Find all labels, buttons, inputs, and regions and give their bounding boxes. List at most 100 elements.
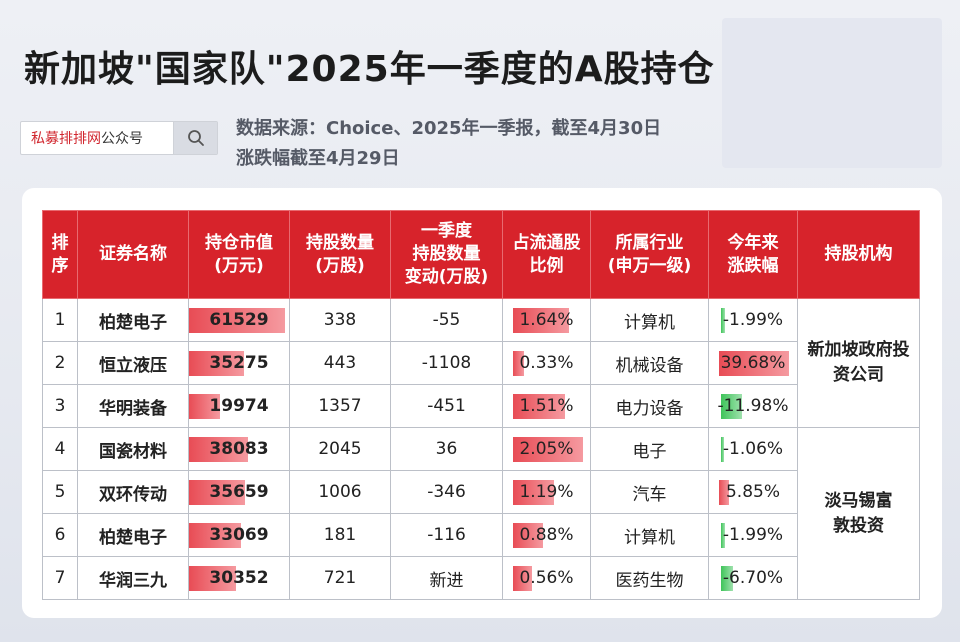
table-card: 排序 证券名称 持仓市值 (万元) 持股数量 (万股) 一季度 持股数量 变动(万股) …: [22, 188, 942, 618]
value-cell: 35275: [188, 341, 290, 385]
ytd-bar: [721, 437, 724, 462]
value-bar: [189, 308, 285, 333]
ratio-cell: 1.51%: [502, 384, 591, 428]
name-cell: 柏楚电子: [77, 513, 189, 557]
ytd-label: -11.98%: [717, 396, 789, 416]
value-label: 19974: [209, 396, 269, 416]
ratio-label: 0.56%: [519, 568, 574, 588]
value-cell: 35659: [188, 470, 290, 514]
change-cell: 36: [390, 427, 503, 471]
header-inst: 持股机构: [797, 210, 920, 299]
holdings-table: 排序 证券名称 持仓市值 (万元) 持股数量 (万股) 一季度 持股数量 变动(万股) …: [42, 210, 920, 600]
header-name: 证券名称: [77, 210, 189, 299]
ytd-bar: [719, 480, 730, 505]
ytd-label: -1.99%: [722, 525, 784, 545]
industry-cell: 电力设备: [590, 384, 709, 428]
ytd-cell: -1.06%: [708, 427, 798, 471]
rank-cell: 5: [42, 470, 78, 514]
ytd-label: -1.06%: [722, 439, 784, 459]
change-cell: -55: [390, 298, 503, 342]
shares-cell: 443: [289, 341, 391, 385]
ytd-cell: -6.70%: [708, 556, 798, 600]
rank-cell: 3: [42, 384, 78, 428]
change-cell: -1108: [390, 341, 503, 385]
ytd-label: 39.68%: [720, 353, 786, 373]
ratio-bar: [513, 351, 525, 376]
table-row: 1 柏楚电子 61529 338 -55 1.64% 计算机 -1.99% 新加坡政府投 资公司: [42, 298, 920, 428]
change-cell: -116: [390, 513, 503, 557]
table-header-row: 排序 证券名称 持仓市值 (万元) 持股数量 (万股) 一季度 持股数量 变动(万股) …: [42, 210, 920, 299]
source-line-1: 数据来源：Choice、2025年一季报，截至4月30日: [236, 118, 662, 139]
ratio-cell: 2.05%: [502, 427, 591, 471]
name-cell: 柏楚电子: [77, 298, 189, 342]
shares-cell: 181: [289, 513, 391, 557]
value-cell: 33069: [188, 513, 290, 557]
name-cell: 国瓷材料: [77, 427, 189, 471]
value-label: 30352: [209, 568, 269, 588]
ytd-bar: [721, 308, 725, 333]
search-icon: [187, 130, 204, 146]
value-bar: [189, 523, 241, 548]
ytd-cell: -1.99%: [708, 513, 798, 557]
table-row: 3 华明装备 19974 1357 -451 1.51% 电力设备 -11.98%: [42, 384, 920, 428]
ytd-bar: [719, 351, 789, 376]
value-label: 35275: [209, 353, 269, 373]
name-cell: 双环传动: [77, 470, 189, 514]
ratio-label: 0.33%: [519, 353, 574, 373]
decorative-panel: [722, 18, 942, 168]
shares-cell: 338: [289, 298, 391, 342]
value-label: 38083: [209, 439, 269, 459]
institution-cell: 新加坡政府投 资公司: [797, 298, 920, 428]
ratio-bar: [513, 566, 533, 591]
header-industry: 所属行业 (申万一级): [590, 210, 709, 299]
value-label: 35659: [209, 482, 269, 502]
value-cell: 61529: [188, 298, 290, 342]
ratio-bar: [513, 480, 554, 505]
value-cell: 38083: [188, 427, 290, 471]
ytd-cell: -1.99%: [708, 298, 798, 342]
shares-cell: 1357: [289, 384, 391, 428]
search-box[interactable]: 私募排排网 公众号: [20, 121, 218, 155]
value-bar: [189, 351, 245, 376]
ytd-label: -1.99%: [722, 310, 784, 330]
source-line-2: 涨跌幅截至4月29日: [236, 148, 400, 169]
change-cell: -346: [390, 470, 503, 514]
industry-cell: 医药生物: [590, 556, 709, 600]
rank-cell: 4: [42, 427, 78, 471]
ratio-cell: 0.56%: [502, 556, 591, 600]
industry-cell: 计算机: [590, 298, 709, 342]
ratio-label: 0.88%: [519, 525, 574, 545]
change-cell: 新进: [390, 556, 503, 600]
ytd-cell: 39.68%: [708, 341, 798, 385]
name-cell: 华润三九: [77, 556, 189, 600]
change-cell: -451: [390, 384, 503, 428]
search-suffix: 公众号: [101, 131, 143, 147]
value-bar: [189, 394, 221, 419]
shares-cell: 1006: [289, 470, 391, 514]
ratio-label: 2.05%: [519, 439, 574, 459]
value-label: 33069: [209, 525, 269, 545]
rank-cell: 1: [42, 298, 78, 342]
ytd-bar: [721, 394, 743, 419]
ratio-bar: [513, 523, 544, 548]
rank-cell: 6: [42, 513, 78, 557]
ratio-label: 1.19%: [519, 482, 574, 502]
rank-cell: 7: [42, 556, 78, 600]
header-shares: 持股数量 (万股): [289, 210, 391, 299]
search-button[interactable]: [173, 122, 217, 154]
header-rank: 排序: [42, 210, 78, 299]
table-row: 7 华润三九 30352 721 新进 0.56% 医药生物 -6.70%: [42, 556, 920, 600]
header-value: 持仓市值 (万元): [188, 210, 290, 299]
ratio-label: 1.51%: [519, 396, 574, 416]
ratio-bar: [513, 437, 583, 462]
ratio-cell: 0.33%: [502, 341, 591, 385]
header-ytd: 今年来 涨跌幅: [708, 210, 798, 299]
value-bar: [189, 566, 237, 591]
search-brand: 私募排排网: [31, 131, 101, 147]
table-row: 5 双环传动 35659 1006 -346 1.19% 汽车 5.85%: [42, 470, 920, 514]
ratio-bar: [513, 394, 565, 419]
ytd-bar: [721, 523, 725, 548]
value-label: 61529: [209, 310, 269, 330]
search-text[interactable]: 私募排排网 公众号: [21, 122, 173, 154]
shares-cell: 721: [289, 556, 391, 600]
